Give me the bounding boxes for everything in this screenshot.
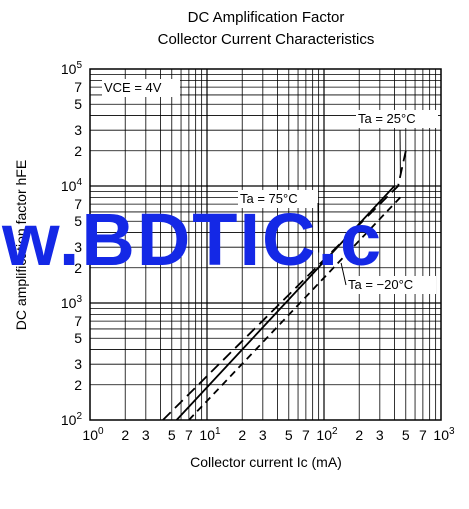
- condition-label: VCE = 4V: [104, 80, 162, 95]
- y-tick-label: 2: [74, 143, 82, 159]
- y-tick-label: 7: [74, 313, 82, 329]
- watermark-text: w.BDTIC.c: [1, 198, 383, 281]
- x-tick-label: 2: [238, 427, 246, 443]
- x-tick-label: 103: [433, 426, 455, 443]
- x-tick-label: 7: [185, 427, 193, 443]
- x-tick-label: 5: [168, 427, 176, 443]
- x-tick-label: 7: [419, 427, 427, 443]
- chart-title: DC Amplification Factor Collector Current…: [158, 9, 375, 48]
- x-tick-label: 2: [121, 427, 129, 443]
- y-tick-label: 5: [74, 96, 82, 112]
- y-tick-label: 2: [74, 377, 82, 393]
- y-tick-label: 103: [61, 294, 83, 311]
- y-tick-label: 105: [61, 60, 83, 77]
- y-tick-label: 102: [61, 411, 83, 428]
- y-tick-label: 7: [74, 79, 82, 95]
- y-tick-label: 5: [74, 330, 82, 346]
- x-tick-label: 2: [355, 427, 363, 443]
- x-tick-label: 5: [402, 427, 410, 443]
- x-tick-label: 3: [142, 427, 150, 443]
- x-tick-label: 3: [259, 427, 267, 443]
- x-tick-label: 102: [316, 426, 338, 443]
- series-label-25: Ta = 25°C: [358, 111, 416, 126]
- y-tick-label: 3: [74, 122, 82, 138]
- x-tick-label: 101: [199, 426, 221, 443]
- chart-title-line: DC Amplification Factor: [188, 9, 345, 26]
- watermark: w.BDTIC.c: [1, 198, 383, 281]
- x-tick-label: 5: [285, 427, 293, 443]
- x-tick-label: 3: [376, 427, 384, 443]
- y-tick-label: 104: [61, 177, 83, 194]
- x-axis-title: Collector current Ic (mA): [190, 454, 342, 470]
- y-tick-label: 3: [74, 356, 82, 372]
- x-tick-label: 7: [302, 427, 310, 443]
- chart-title-line: Collector Current Characteristics: [158, 31, 375, 48]
- x-tick-label: 100: [82, 426, 104, 443]
